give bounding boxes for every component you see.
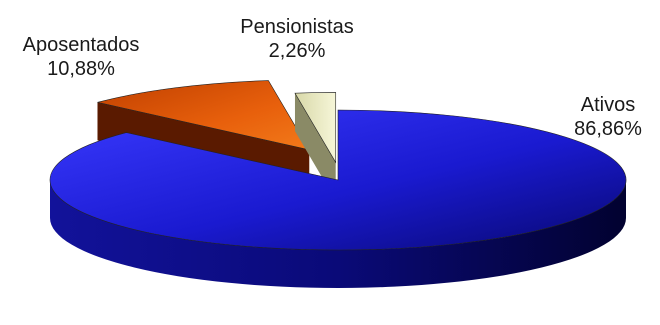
slice-value-aposentados: 10,88% [47,58,115,80]
slice-value-pensionistas: 2,26% [268,40,326,62]
slice-name-ativos: Ativos [580,94,636,116]
pie-slice-top-pensionistas [294,92,337,164]
slice-name-pensionistas: Pensionistas [240,16,354,38]
slice-label-aposentados: Aposentados 10,88% [6,33,156,81]
pie-slice-pensionistas [294,92,337,201]
slice-value-ativos: 86,86% [574,118,642,140]
slice-name-aposentados: Aposentados [22,34,140,56]
pie-slice-wall-pensionistas-0 [294,93,336,201]
pie-slice-ativos [49,109,627,288]
pie-slice-top-ativos [49,109,627,251]
slice-label-pensionistas: Pensionistas 2,26% [222,15,372,63]
slice-label-ativos: Ativos 86,86% [553,93,660,141]
pie-slice-top-aposentados [97,80,310,151]
pie-slice-side-ativos [50,180,626,288]
